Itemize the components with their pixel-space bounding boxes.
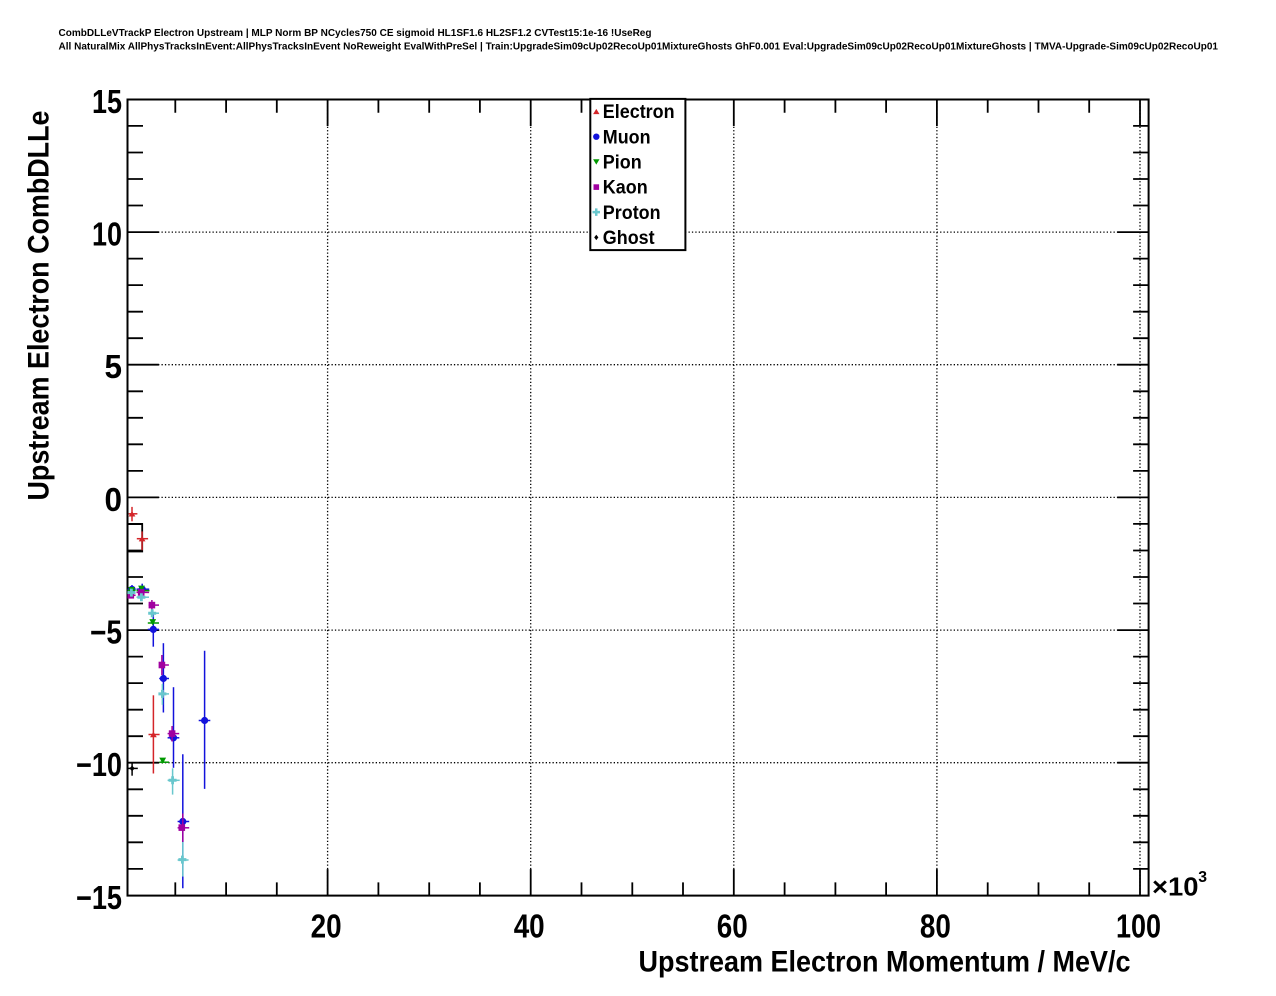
svg-text:×10: ×10 [1152, 871, 1199, 901]
svg-text:Kaon: Kaon [603, 177, 648, 199]
svg-text:3: 3 [1198, 869, 1207, 886]
svg-text:60: 60 [717, 908, 748, 945]
svg-text:−5: −5 [90, 614, 122, 651]
svg-text:0: 0 [105, 481, 123, 518]
svg-text:Ghost: Ghost [603, 227, 655, 249]
svg-text:15: 15 [92, 83, 122, 120]
svg-text:Upstream Electron CombDLLe: Upstream Electron CombDLLe [23, 111, 56, 501]
svg-text:20: 20 [311, 908, 342, 945]
svg-text:−10: −10 [76, 746, 122, 783]
svg-text:Muon: Muon [603, 126, 651, 148]
svg-text:Pion: Pion [603, 152, 642, 174]
svg-text:Upstream Electron Momentum / M: Upstream Electron Momentum / MeV/c [639, 945, 1131, 978]
svg-text:Electron: Electron [603, 101, 675, 123]
svg-text:CombDLLeVTrackP Electron Upstr: CombDLLeVTrackP Electron Upstream | MLP … [59, 27, 652, 39]
svg-text:5: 5 [105, 348, 123, 385]
svg-text:Proton: Proton [603, 202, 661, 224]
svg-text:40: 40 [514, 908, 545, 945]
svg-text:80: 80 [920, 908, 951, 945]
svg-text:All NaturalMix AllPhysTracksIn: All NaturalMix AllPhysTracksInEvent:AllP… [59, 41, 1219, 53]
svg-text:10: 10 [92, 216, 122, 253]
svg-text:−15: −15 [76, 879, 122, 916]
svg-text:100: 100 [1116, 908, 1161, 945]
